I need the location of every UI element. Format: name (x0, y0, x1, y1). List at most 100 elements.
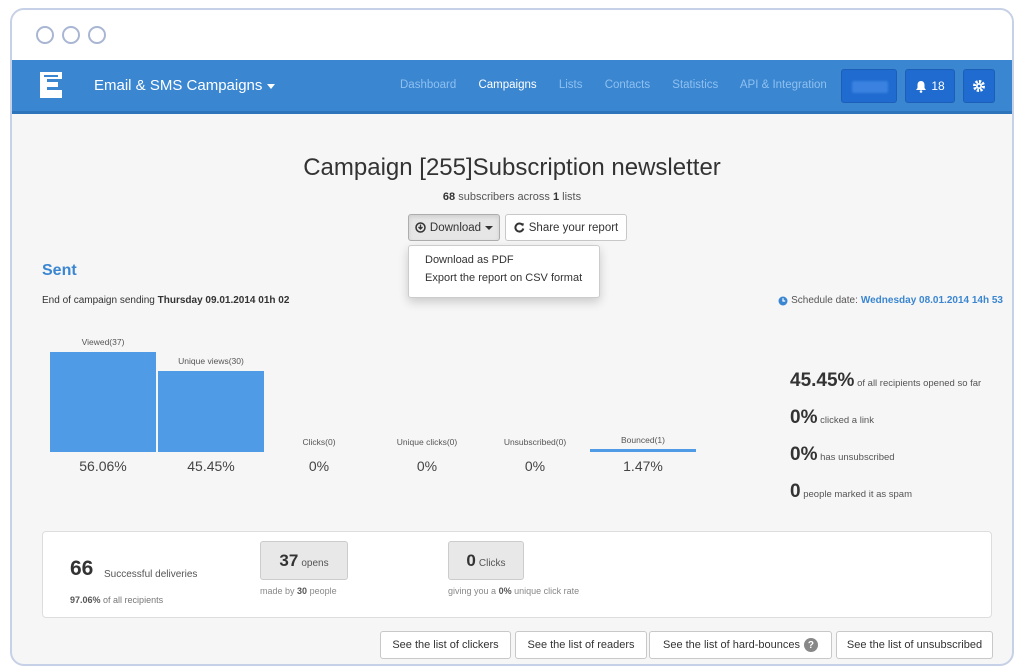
top-navbar: Email & SMS Campaigns Dashboard Campaign… (12, 60, 1012, 114)
deliveries-pct: 97.06% (70, 595, 101, 605)
clicks-label: Clicks (478, 558, 506, 569)
window-maximize-dot[interactable] (88, 26, 106, 44)
account-name-redacted (852, 81, 888, 93)
clicked-pct: 0% (790, 407, 818, 428)
spam-text: people marked it as spam (803, 489, 912, 500)
account-button[interactable] (841, 69, 897, 103)
list-hard-bounces-button[interactable]: See the list of hard-bounces? (649, 631, 832, 659)
window-minimize-dot[interactable] (62, 26, 80, 44)
chevron-down-icon (485, 225, 494, 230)
bell-icon (916, 80, 927, 93)
bar-value-label: 1.47% (623, 458, 663, 474)
main-nav: Dashboard Campaigns Lists Contacts Stati… (400, 79, 846, 91)
bar-category-label: Clicks(0) (302, 437, 336, 447)
bar-category-label: Unsubscribed(0) (503, 437, 567, 447)
window-titlebar (12, 10, 1012, 60)
end-date: Thursday 09.01.2014 01h 02 (157, 295, 290, 306)
nav-dashboard[interactable]: Dashboard (400, 79, 457, 91)
list-clickers-button[interactable]: See the list of clickers (380, 631, 511, 659)
status-heading: Sent (42, 262, 77, 279)
bar-value-label: 0% (524, 458, 546, 474)
chart-bar[interactable] (590, 449, 696, 452)
deliveries-label: Successful deliveries (104, 569, 198, 580)
bar-category-label: Unique clicks(0) (396, 437, 458, 447)
opened-text: of all recipients opened so far (857, 378, 982, 389)
share-refresh-icon (514, 222, 525, 233)
app-logo-icon[interactable] (38, 70, 64, 100)
subscriber-count: 68 (442, 191, 456, 203)
list-readers-label: See the list of readers (527, 639, 635, 651)
bar-category-label: Viewed(37) (81, 337, 125, 347)
deliveries-percent: 97.06% of all recipients (70, 595, 163, 605)
opens-subtext: made by 30 people (260, 586, 337, 596)
summary-clicked: 0% clicked a link (790, 407, 874, 429)
download-label: Download (429, 221, 482, 234)
stats-bar-chart: Viewed(37) 56.06% Unique views(30) 45.45% Cl… (50, 322, 730, 482)
nav-lists[interactable]: Lists (558, 79, 583, 91)
list-hard-bounces-label: See the list of hard-bounces (663, 639, 800, 651)
end-of-sending: End of campaign sending Thursday 09.01.2… (42, 295, 289, 306)
opens-sub-suffix: people (309, 586, 337, 596)
clicks-rate: 0% (498, 586, 512, 596)
chart-bar[interactable] (50, 352, 156, 452)
clicks-button[interactable]: 0 Clicks (448, 541, 524, 580)
opened-pct: 45.45% (790, 370, 855, 391)
opens-people: 30 (297, 586, 308, 596)
summary-unsubscribed: 0% has unsubscribed (790, 444, 895, 466)
clicks-sub-prefix: giving you a (448, 586, 497, 596)
download-dropdown-menu: Download as PDF Export the report on CSV… (408, 245, 600, 298)
deliveries-pct-text: of all recipients (103, 595, 164, 605)
bar-value-label: 0% (416, 458, 438, 474)
list-text: lists (562, 191, 582, 203)
notifications-button[interactable]: 18 (905, 69, 955, 103)
download-button[interactable]: Download (408, 214, 500, 241)
app-switcher[interactable]: Email & SMS Campaigns (94, 77, 276, 94)
bar-value-label: 45.45% (187, 458, 235, 474)
summary-spam: 0 people marked it as spam (790, 481, 912, 503)
schedule-value: Wednesday 08.01.2014 14h 53 (860, 295, 1003, 306)
bar-category-label: Unique views(30) (178, 356, 244, 366)
settings-button[interactable] (963, 69, 995, 103)
report-content: Campaign [255]Subscription newsletter 68… (12, 117, 1012, 664)
share-label: Share your report (528, 221, 619, 234)
menu-item-download-pdf[interactable]: Download as PDF (425, 254, 514, 266)
deliveries-count: 66 (70, 557, 94, 580)
spam-count: 0 (790, 481, 801, 502)
nav-api-integration[interactable]: API & Integration (739, 79, 827, 91)
unsub-text: has unsubscribed (820, 452, 895, 463)
end-prefix: End of campaign sending (42, 295, 155, 306)
subscriber-text: subscribers across (458, 191, 550, 203)
browser-window: Email & SMS Campaigns Dashboard Campaign… (10, 8, 1014, 666)
campaign-subtitle: 68 subscribers across 1 lists (12, 191, 1012, 203)
clicks-count: 0 (466, 551, 476, 570)
bar-value-label: 56.06% (79, 458, 127, 474)
opens-sub-prefix: made by (260, 586, 295, 596)
delivery-stats-panel: 66 Successful deliveries 97.06% of all r… (42, 531, 992, 618)
download-circle-icon (415, 222, 426, 233)
bar-category-label: Bounced(1) (621, 435, 665, 445)
list-count: 1 (552, 191, 560, 203)
nav-statistics[interactable]: Statistics (672, 79, 719, 91)
gear-icon (973, 80, 985, 92)
list-unsubscribed-button[interactable]: See the list of unsubscribed (836, 631, 993, 659)
opens-button[interactable]: 37 opens (260, 541, 348, 580)
list-readers-button[interactable]: See the list of readers (515, 631, 647, 659)
notification-count: 18 (931, 79, 945, 93)
clicked-text: clicked a link (820, 415, 874, 426)
opens-label: opens (301, 558, 329, 569)
schedule-prefix: Schedule date: (791, 295, 858, 306)
nav-contacts[interactable]: Contacts (604, 79, 651, 91)
nav-campaigns[interactable]: Campaigns (478, 79, 537, 91)
chart-bar[interactable] (158, 371, 264, 452)
brand-label: Email & SMS Campaigns (94, 77, 263, 94)
page-title: Campaign [255]Subscription newsletter (303, 154, 721, 181)
help-icon[interactable]: ? (803, 638, 818, 652)
schedule-date: Schedule date: Wednesday 08.01.2014 14h … (778, 295, 1003, 306)
bar-value-label: 0% (308, 458, 330, 474)
summary-opened: 45.45% of all recipients opened so far (790, 370, 981, 392)
menu-item-export-csv[interactable]: Export the report on CSV format (425, 272, 583, 284)
list-unsubscribed-label: See the list of unsubscribed (846, 639, 983, 651)
share-report-button[interactable]: Share your report (505, 214, 627, 241)
list-clickers-label: See the list of clickers (392, 639, 499, 651)
window-close-dot[interactable] (36, 26, 54, 44)
